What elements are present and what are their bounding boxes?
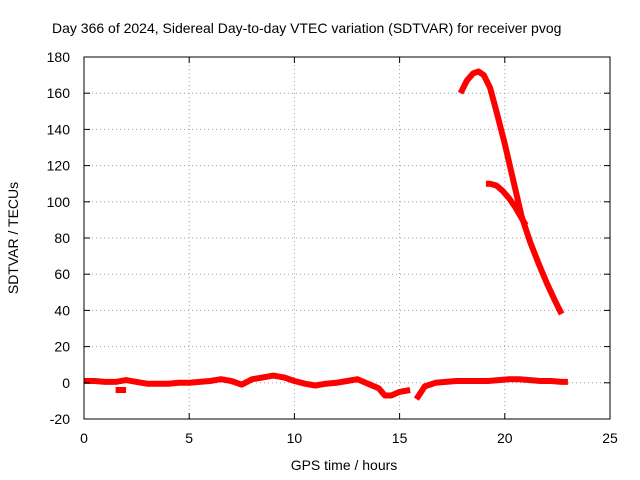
y-tick-label-3: 40 [54,302,70,318]
grid-lines [84,57,610,419]
y-tick-label-10: 180 [47,49,71,65]
y-tick-label-6: 100 [47,194,71,210]
y-tick-label-7: 120 [47,158,71,174]
y-tick-label-0: -20 [50,411,70,427]
x-tick-label-1: 5 [185,430,193,446]
x-tick-label-3: 15 [392,430,408,446]
series-line-0 [84,372,411,399]
x-tick-label-5: 25 [602,430,618,446]
data-series [84,68,568,401]
series-line-1 [413,376,568,401]
series-line-3 [457,68,565,316]
y-tick-label-8: 140 [47,121,71,137]
axis-ticks: 0 5 10 15 20 25 -20 0 20 40 60 80 100 120 140 160 180 [47,49,618,446]
y-axis-label: SDTVAR / TECUs [5,182,21,294]
x-tick-label-2: 10 [287,430,303,446]
x-tick-label-4: 20 [497,430,513,446]
y-tick-label-1: 0 [62,375,70,391]
x-axis-label: GPS time / hours [291,457,398,473]
x-tick-label-0: 0 [80,430,88,446]
y-tick-label-2: 20 [54,339,70,355]
y-tick-label-9: 160 [47,85,71,101]
y-tick-label-4: 60 [54,266,70,282]
chart-title: Day 366 of 2024, Sidereal Day-to-day VTE… [52,20,561,36]
y-tick-label-5: 80 [54,230,70,246]
series-line-4 [485,180,529,227]
